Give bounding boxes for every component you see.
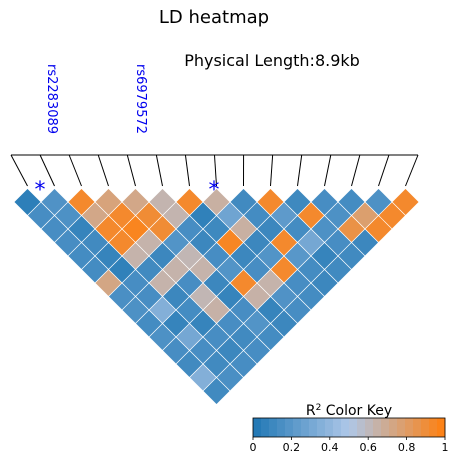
snp-connector — [298, 155, 302, 186]
color-key-segment — [397, 418, 405, 437]
color-key-segment — [333, 418, 341, 437]
snp-connector — [127, 155, 135, 186]
color-key-segment — [285, 418, 293, 437]
color-key-tick-label: 0.6 — [359, 441, 377, 454]
color-key-segment — [325, 418, 333, 437]
color-key-segment — [381, 418, 389, 437]
color-key-tick-label: 0.4 — [321, 441, 339, 454]
chart-subtitle: Physical Length:8.9kb — [184, 51, 360, 70]
color-key-segment — [269, 418, 277, 437]
snp-connector — [185, 155, 189, 186]
snp-connector — [406, 155, 419, 186]
color-key-segment — [253, 418, 261, 437]
color-key-segment — [301, 418, 309, 437]
snp-labels: rs2283089 rs6979572 — [44, 64, 148, 134]
heatmap-cells — [14, 189, 419, 405]
snp-connector — [156, 155, 162, 186]
snp-connector — [11, 155, 28, 186]
color-key-segment — [437, 418, 445, 437]
color-key-segment — [317, 418, 325, 437]
snp-connector — [352, 155, 360, 186]
color-key-segment — [309, 418, 317, 437]
snp-connector — [325, 155, 331, 186]
color-key-segment — [341, 418, 349, 437]
color-key-segment — [365, 418, 373, 437]
color-key-tick-label: 0 — [250, 441, 257, 454]
snp-connector — [98, 155, 108, 186]
chart-title: LD heatmap — [159, 7, 269, 28]
color-key: R2 Color Key 0 0.2 0.4 0.6 0.8 1 — [250, 403, 449, 454]
snp-label: rs2283089 — [44, 64, 59, 134]
snp-connector — [69, 155, 81, 186]
color-key-segment — [277, 418, 285, 437]
color-key-segment — [261, 418, 269, 437]
color-key-segment — [421, 418, 429, 437]
color-key-segment — [389, 418, 397, 437]
color-key-segment — [413, 418, 421, 437]
snp-connector — [271, 155, 273, 186]
snp-connector — [379, 155, 389, 186]
color-key-tick-label: 1 — [442, 441, 449, 454]
color-key-title: R2 Color Key — [306, 403, 392, 419]
color-key-segment — [373, 418, 381, 437]
color-key-tick-label: 0.8 — [398, 441, 416, 454]
color-key-tick-label: 0.2 — [283, 441, 301, 454]
color-key-segment — [349, 418, 357, 437]
color-key-ticks: 0 0.2 0.4 0.6 0.8 1 — [250, 437, 449, 454]
color-key-segment — [357, 418, 365, 437]
color-key-segment — [293, 418, 301, 437]
color-key-segment — [405, 418, 413, 437]
color-key-segment — [429, 418, 437, 437]
color-key-bar — [253, 418, 445, 437]
snp-label: rs6979572 — [133, 64, 148, 134]
